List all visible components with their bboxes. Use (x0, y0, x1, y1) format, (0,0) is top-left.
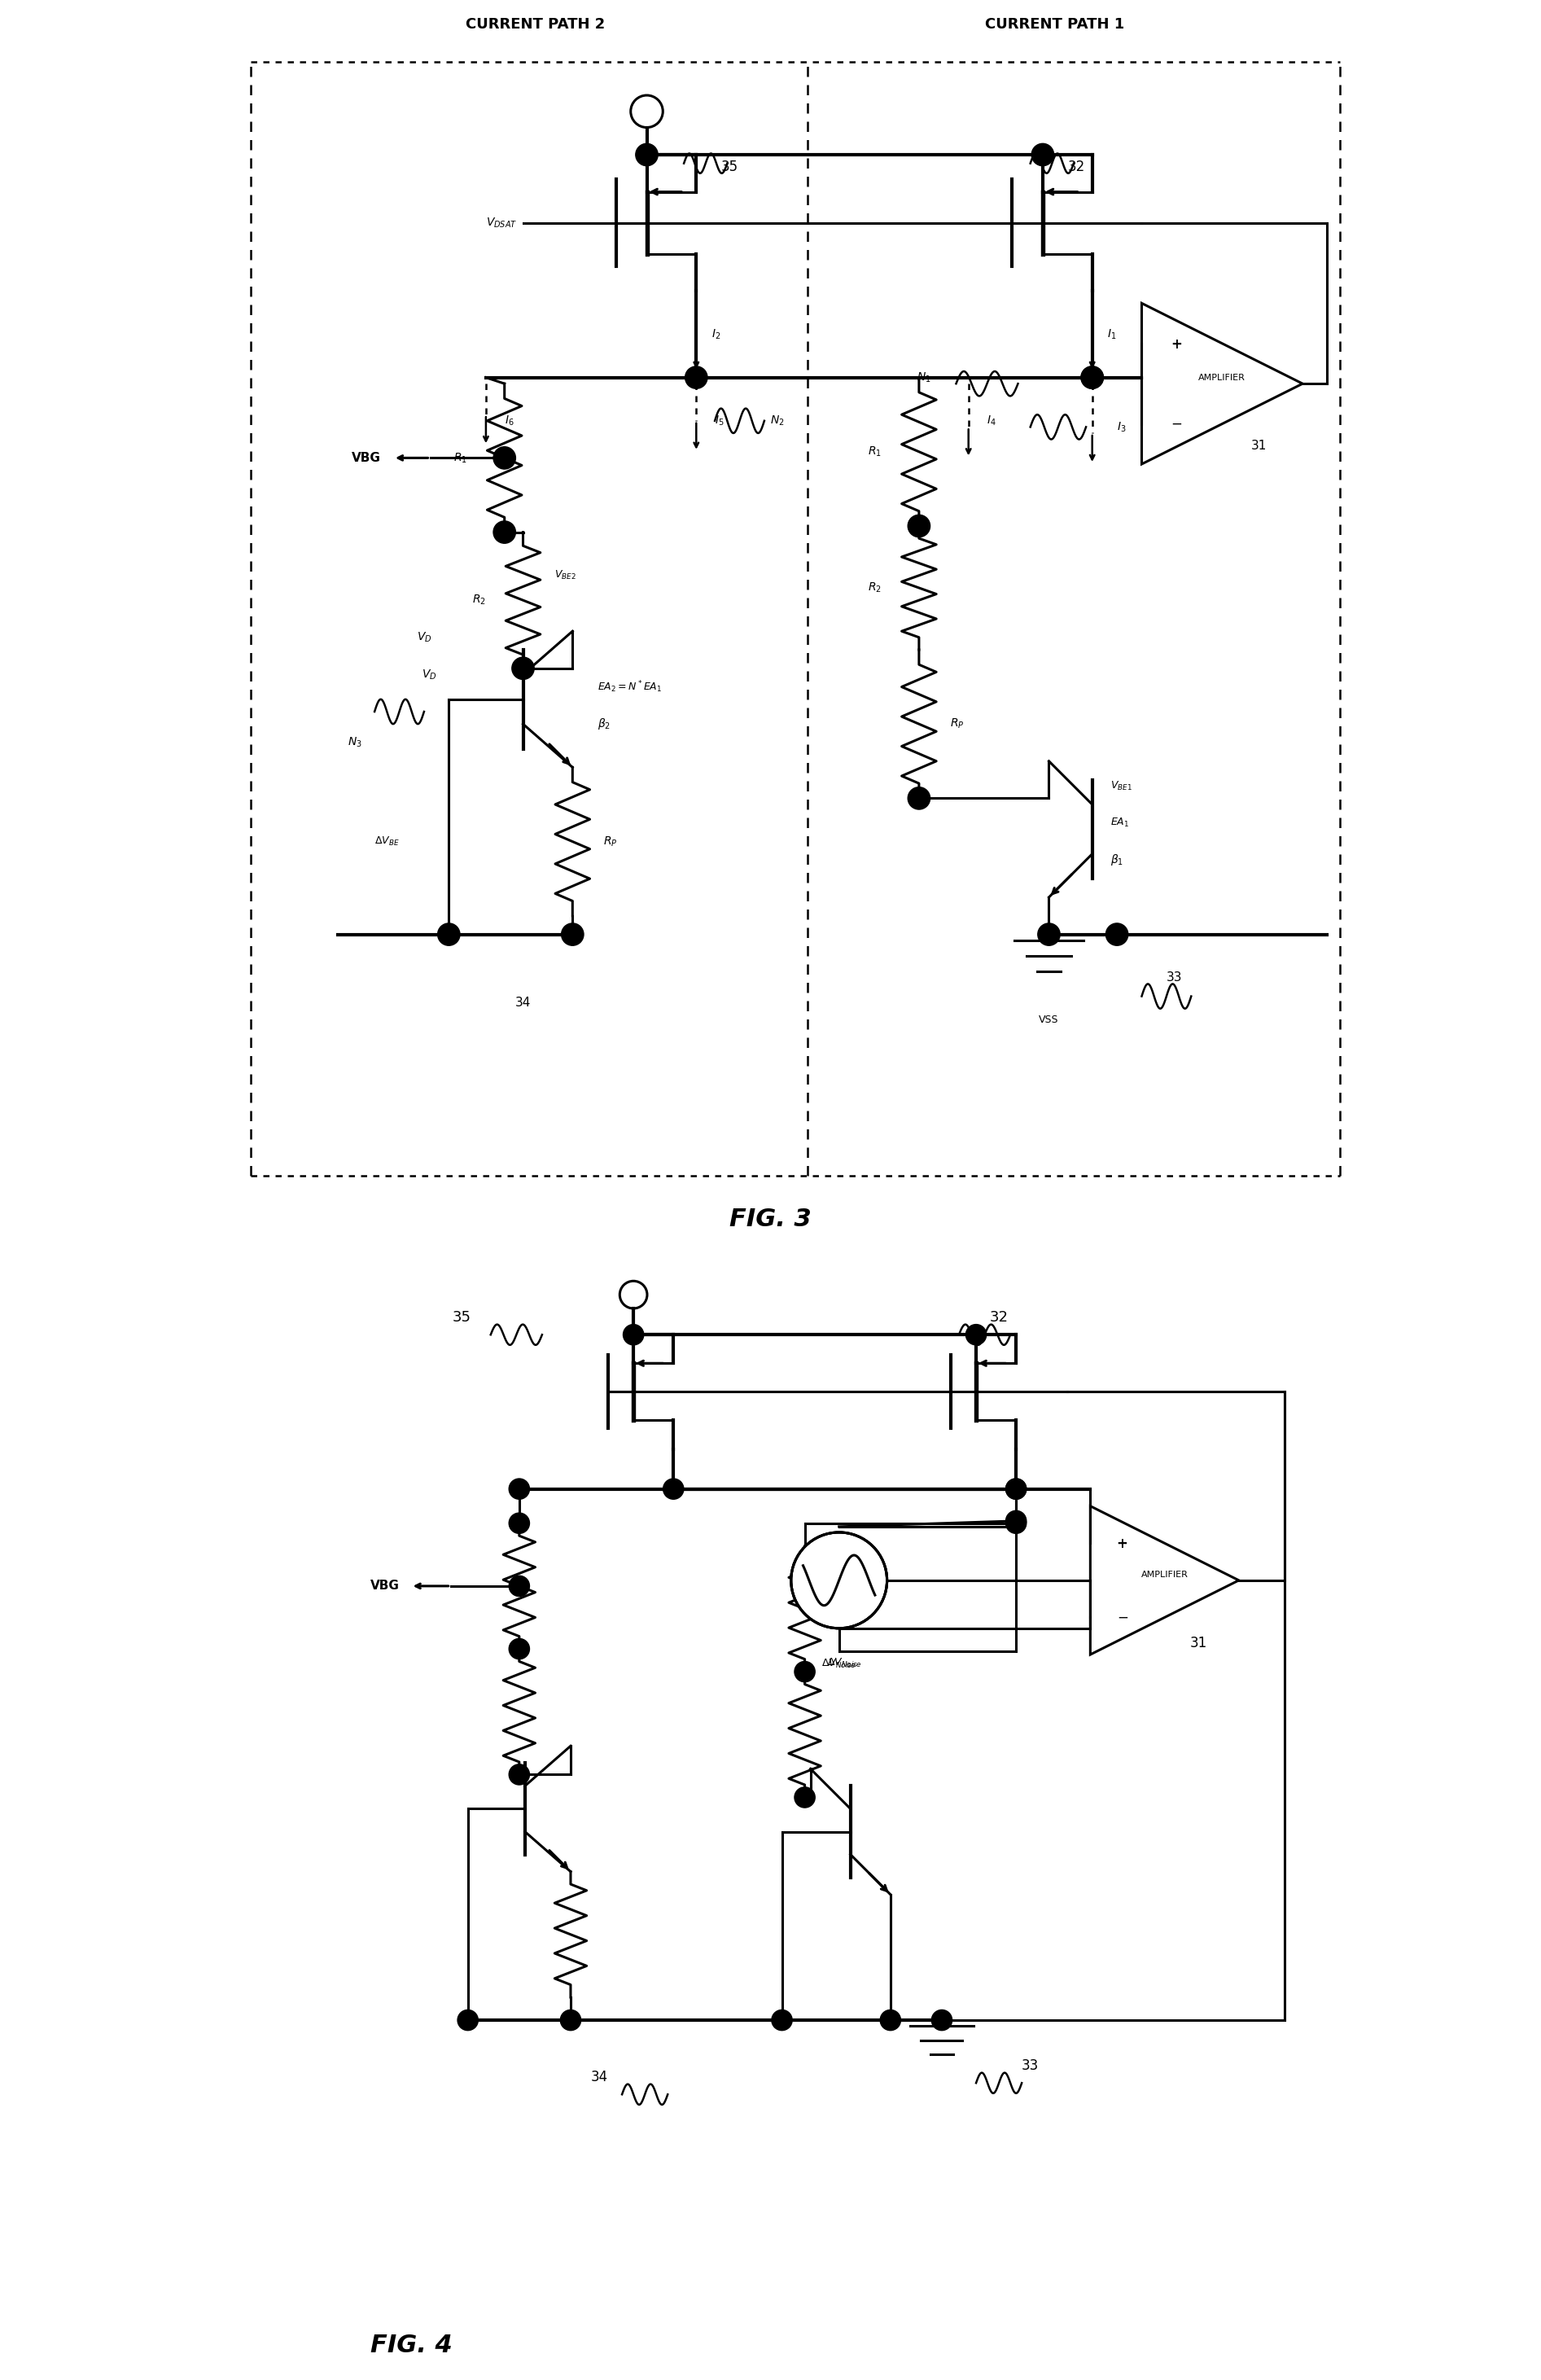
Text: $-$: $-$ (1171, 416, 1182, 431)
Text: $\beta_2$: $\beta_2$ (598, 716, 610, 731)
Circle shape (908, 514, 931, 538)
Circle shape (1006, 1478, 1026, 1499)
Circle shape (795, 1787, 815, 1809)
Circle shape (509, 1514, 530, 1533)
Text: AMPLIFIER: AMPLIFIER (1199, 374, 1245, 381)
Circle shape (493, 521, 516, 543)
Circle shape (966, 1323, 986, 1345)
Text: +: + (1171, 336, 1182, 352)
Text: 33: 33 (1022, 2059, 1039, 2073)
Text: 35: 35 (453, 1311, 472, 1326)
Text: $V_D$: $V_D$ (416, 631, 431, 645)
Text: $I_6$: $I_6$ (504, 414, 513, 428)
Text: FIG. 3: FIG. 3 (729, 1207, 812, 1230)
Text: AMPLIFIER: AMPLIFIER (1140, 1571, 1188, 1578)
Text: 33: 33 (1167, 971, 1182, 983)
Text: $\Delta V_{Noise}$: $\Delta V_{Noise}$ (828, 1656, 863, 1668)
Text: VBG: VBG (351, 452, 381, 464)
Text: $R_1$: $R_1$ (453, 452, 467, 464)
Text: CURRENT PATH 2: CURRENT PATH 2 (465, 17, 606, 31)
Circle shape (561, 2009, 581, 2030)
Text: $I_2$: $I_2$ (710, 328, 720, 340)
Circle shape (1031, 143, 1054, 167)
Circle shape (1037, 923, 1060, 945)
Text: 32: 32 (989, 1311, 1008, 1326)
Text: $R_2$: $R_2$ (472, 593, 485, 607)
Text: $V_{BE2}$: $V_{BE2}$ (553, 569, 576, 581)
Circle shape (623, 1323, 644, 1345)
Text: $V_{BE1}$: $V_{BE1}$ (1111, 781, 1133, 793)
Circle shape (686, 367, 707, 388)
Text: 32: 32 (1068, 159, 1085, 174)
Text: $EA_2=N^*EA_1$: $EA_2=N^*EA_1$ (598, 678, 661, 695)
Text: $V_D$: $V_D$ (421, 669, 436, 681)
Text: $N_3$: $N_3$ (348, 735, 362, 750)
Circle shape (1006, 1511, 1026, 1530)
Circle shape (438, 923, 459, 945)
Text: $V_{DSAT}$: $V_{DSAT}$ (485, 217, 516, 228)
Circle shape (663, 1478, 684, 1499)
Text: +: + (1117, 1537, 1128, 1552)
Circle shape (880, 2009, 900, 2030)
Text: $I_5$: $I_5$ (715, 414, 724, 428)
Text: $R_P$: $R_P$ (604, 835, 618, 847)
Text: 31: 31 (1190, 1635, 1208, 1649)
Text: $\beta_1$: $\beta_1$ (1111, 852, 1123, 866)
Text: $I_1$: $I_1$ (1106, 328, 1116, 340)
Text: $I_3$: $I_3$ (1117, 421, 1126, 433)
Circle shape (1106, 923, 1128, 945)
Text: CURRENT PATH 1: CURRENT PATH 1 (985, 17, 1125, 31)
Text: $\Delta V_{Noise}$: $\Delta V_{Noise}$ (821, 1659, 857, 1671)
Circle shape (1082, 367, 1103, 388)
Text: FIG. 4: FIG. 4 (371, 2335, 453, 2359)
Circle shape (908, 788, 931, 809)
Text: $\Delta V_{BE}$: $\Delta V_{BE}$ (374, 835, 399, 847)
Text: VBG: VBG (370, 1580, 399, 1592)
Text: $-$: $-$ (1117, 1609, 1128, 1623)
Circle shape (932, 2009, 952, 2030)
Circle shape (635, 143, 658, 167)
Circle shape (1006, 1514, 1026, 1533)
Text: $R_P$: $R_P$ (949, 716, 965, 731)
Text: $N_2$: $N_2$ (770, 414, 784, 428)
Text: $R_1$: $R_1$ (868, 445, 881, 459)
Text: 31: 31 (1251, 440, 1267, 452)
Circle shape (1006, 1478, 1026, 1499)
Circle shape (512, 657, 535, 678)
Circle shape (772, 2009, 792, 2030)
Text: $N_1$: $N_1$ (917, 371, 931, 383)
Circle shape (1082, 367, 1103, 388)
Circle shape (791, 1533, 888, 1628)
Text: 34: 34 (515, 997, 532, 1009)
Text: 35: 35 (721, 159, 738, 174)
Circle shape (509, 1764, 530, 1785)
Text: $R_2$: $R_2$ (868, 581, 881, 595)
Circle shape (509, 1576, 530, 1597)
Circle shape (561, 923, 584, 945)
Text: 34: 34 (590, 2071, 607, 2085)
Circle shape (509, 1637, 530, 1659)
Circle shape (509, 1478, 530, 1499)
Circle shape (493, 447, 516, 469)
Text: VSS: VSS (1039, 1014, 1059, 1026)
Circle shape (458, 2009, 478, 2030)
Text: $EA_1$: $EA_1$ (1111, 816, 1130, 828)
Text: $I_4$: $I_4$ (988, 414, 997, 428)
Circle shape (795, 1661, 815, 1683)
